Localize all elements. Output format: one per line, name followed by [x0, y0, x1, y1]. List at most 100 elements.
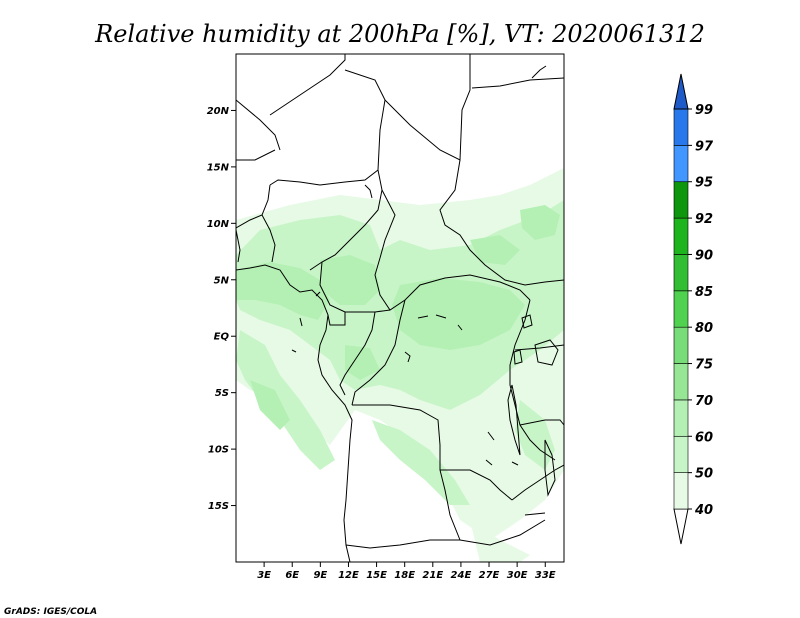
map-frame: [235, 53, 565, 563]
lat-tick-label: 15N: [207, 162, 230, 173]
humidity-area-strong: [392, 278, 525, 350]
border-line: [384, 54, 471, 161]
humidity-area-strong: [520, 205, 560, 240]
lake-outline: [507, 384, 521, 456]
river-outline: [291, 291, 321, 353]
border-line: [269, 69, 386, 186]
colorbar-segment: [673, 181, 689, 219]
lon-tick-label: 24E: [451, 570, 472, 581]
colorbar-label: 90: [695, 248, 713, 263]
lat-tick-label: EQ: [214, 332, 230, 343]
river-outline: [485, 431, 519, 466]
river-outline: [417, 314, 463, 331]
humidity-area-strong: [470, 235, 520, 265]
lon-tick-label: 3E: [257, 570, 271, 581]
border-line: [471, 77, 564, 89]
border-line: [261, 214, 276, 263]
border-line: [319, 261, 391, 313]
river-outline: [531, 65, 547, 79]
colorbar-above-arrow: [673, 73, 689, 110]
humidity-field: [236, 168, 564, 562]
border-line: [511, 464, 564, 501]
lat-tick-label: 5S: [215, 388, 229, 399]
border-line: [352, 404, 461, 541]
lake-outline: [534, 339, 559, 366]
coastline: [236, 264, 353, 562]
colorbar-below-arrow: [673, 508, 689, 545]
colorbar-label: 50: [695, 467, 713, 482]
river-outline: [364, 184, 373, 199]
lon-tick-label: 6E: [285, 570, 299, 581]
border-line: [339, 311, 376, 396]
colorbar-segment: [673, 145, 689, 183]
colorbar-segment: [673, 363, 689, 401]
humidity-area-light: [470, 520, 530, 562]
colorbar-label: 80: [695, 321, 713, 336]
colorbar-label: 85: [695, 285, 713, 300]
border-line: [509, 299, 556, 461]
longitude-axis: 3E 6E 9E 12E 15E 18E 21E 24E 27E 30E 33E: [257, 562, 556, 581]
colorbar-label: 95: [695, 176, 713, 191]
border-line: [345, 519, 546, 549]
latitude-axis: 20N 15N 10N 5N EQ 5S 10S 15S: [207, 106, 236, 512]
border-line: [327, 312, 346, 326]
lon-tick-label: 18E: [394, 570, 415, 581]
humidity-area-strong: [320, 255, 380, 305]
lon-tick-label: 21E: [422, 570, 443, 581]
border-line: [351, 299, 406, 406]
colorbar-segment: [673, 435, 689, 473]
colorbar-label: 92: [695, 212, 713, 227]
border-line: [519, 419, 564, 426]
humidity-area-strong: [236, 262, 330, 320]
border-line: [514, 344, 564, 351]
lat-tick-label: 10S: [208, 445, 229, 456]
lake-outline: [513, 349, 523, 365]
colorbar-label: 70: [695, 394, 713, 409]
colorbar-label: 40: [694, 503, 713, 518]
lon-tick-label: 27E: [479, 570, 500, 581]
border-line: [309, 169, 383, 271]
lon-tick-label: 30E: [507, 570, 528, 581]
colorbar-segment: [673, 217, 689, 255]
lat-tick-label: 15S: [208, 501, 229, 512]
colorbar-label: 75: [695, 358, 713, 373]
border-line: [379, 189, 396, 259]
lon-tick-label: 9E: [313, 570, 327, 581]
border-line: [439, 159, 564, 286]
river-outline: [404, 351, 411, 363]
lake-outline: [521, 314, 533, 329]
border-line: [269, 54, 346, 116]
border-line: [236, 149, 276, 161]
humidity-area-mid: [236, 330, 335, 470]
colorbar: 40 50 60 70 75 80 85 90 92 95 97 99: [673, 73, 714, 545]
colorbar-label: 97: [695, 139, 714, 154]
colorbar-segment: [673, 290, 689, 328]
lat-tick-label: 10N: [207, 219, 230, 230]
lat-tick-label: 20N: [207, 106, 230, 117]
border-line: [374, 257, 531, 311]
lon-tick-label: 33E: [535, 570, 556, 581]
lon-tick-label: 12E: [338, 570, 359, 581]
border-line: [236, 99, 281, 151]
lon-tick-label: 15E: [366, 570, 387, 581]
humidity-area-strong: [345, 345, 380, 380]
border-line: [440, 469, 513, 501]
colorbar-segment: [673, 108, 689, 146]
colorbar-segment: [673, 254, 689, 292]
colorbar-segment: [673, 326, 689, 364]
colorbar-label: 99: [695, 103, 713, 118]
lake-outline: [544, 439, 556, 497]
colorbar-segment: [673, 472, 689, 510]
river-outline: [236, 229, 241, 263]
map-title: Relative humidity at 200hPa [%], VT: 202…: [94, 20, 705, 48]
humidity-area-strong: [250, 380, 290, 430]
colorbar-label: 60: [695, 430, 713, 445]
colorbar-segment: [673, 399, 689, 437]
lat-tick-label: 5N: [214, 275, 230, 286]
country-borders: [236, 54, 564, 562]
river-outline: [524, 512, 546, 516]
humidity-area-mid: [372, 420, 470, 505]
grads-credit: GrADS: IGES/COLA: [4, 607, 97, 617]
